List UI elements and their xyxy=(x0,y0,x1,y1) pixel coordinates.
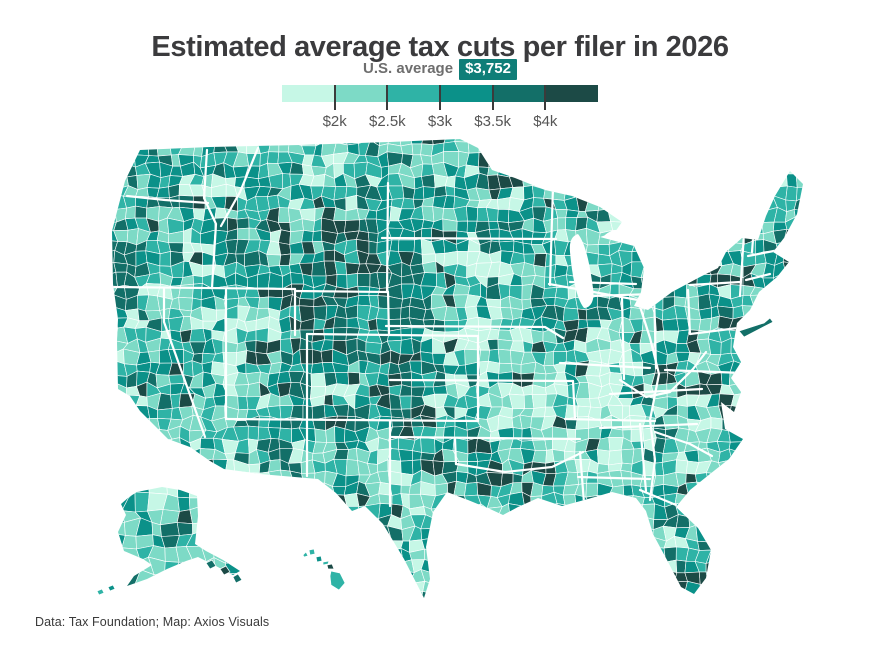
scale-color-segment xyxy=(282,85,335,102)
scale-tick xyxy=(544,85,547,110)
state-borders xyxy=(112,146,786,508)
county-mosaic-contiguous xyxy=(112,139,803,598)
scale-tick-label: $2k xyxy=(322,113,347,130)
scale-tick xyxy=(333,85,336,110)
county-mosaic-alaska xyxy=(118,487,240,586)
scale-tick-label: $3.5k xyxy=(474,113,512,130)
scale-color-segment xyxy=(545,85,599,102)
scale-tick xyxy=(491,85,494,110)
legend: U.S. average $3,752 $2k $2.5k $3k $3.5k $… xyxy=(282,58,599,137)
color-scale-bar xyxy=(282,85,599,102)
page-title: Estimated average tax cuts per filer in … xyxy=(151,31,729,64)
us-average-label: U.S. average xyxy=(363,60,454,77)
scale-tick-label: $3k xyxy=(427,113,453,130)
us-average-value-badge: $3,752 xyxy=(459,59,517,80)
great-lakes xyxy=(569,229,638,308)
scale-tick-label: $2.5k xyxy=(368,113,406,130)
scale-color-segment xyxy=(440,85,493,102)
islands xyxy=(96,317,774,596)
scale-color-segment xyxy=(334,85,388,102)
scale-color-segment xyxy=(387,85,441,102)
source-attribution: Data: Tax Foundation; Map: Axios Visuals xyxy=(35,615,270,629)
scale-tick xyxy=(439,85,441,110)
scale-tick-label: $4k xyxy=(533,113,558,130)
legend-color-scale: $2k $2.5k $3k $3.5k $4k xyxy=(282,85,599,137)
scale-color-segment xyxy=(492,85,546,102)
scale-tick xyxy=(386,85,389,110)
